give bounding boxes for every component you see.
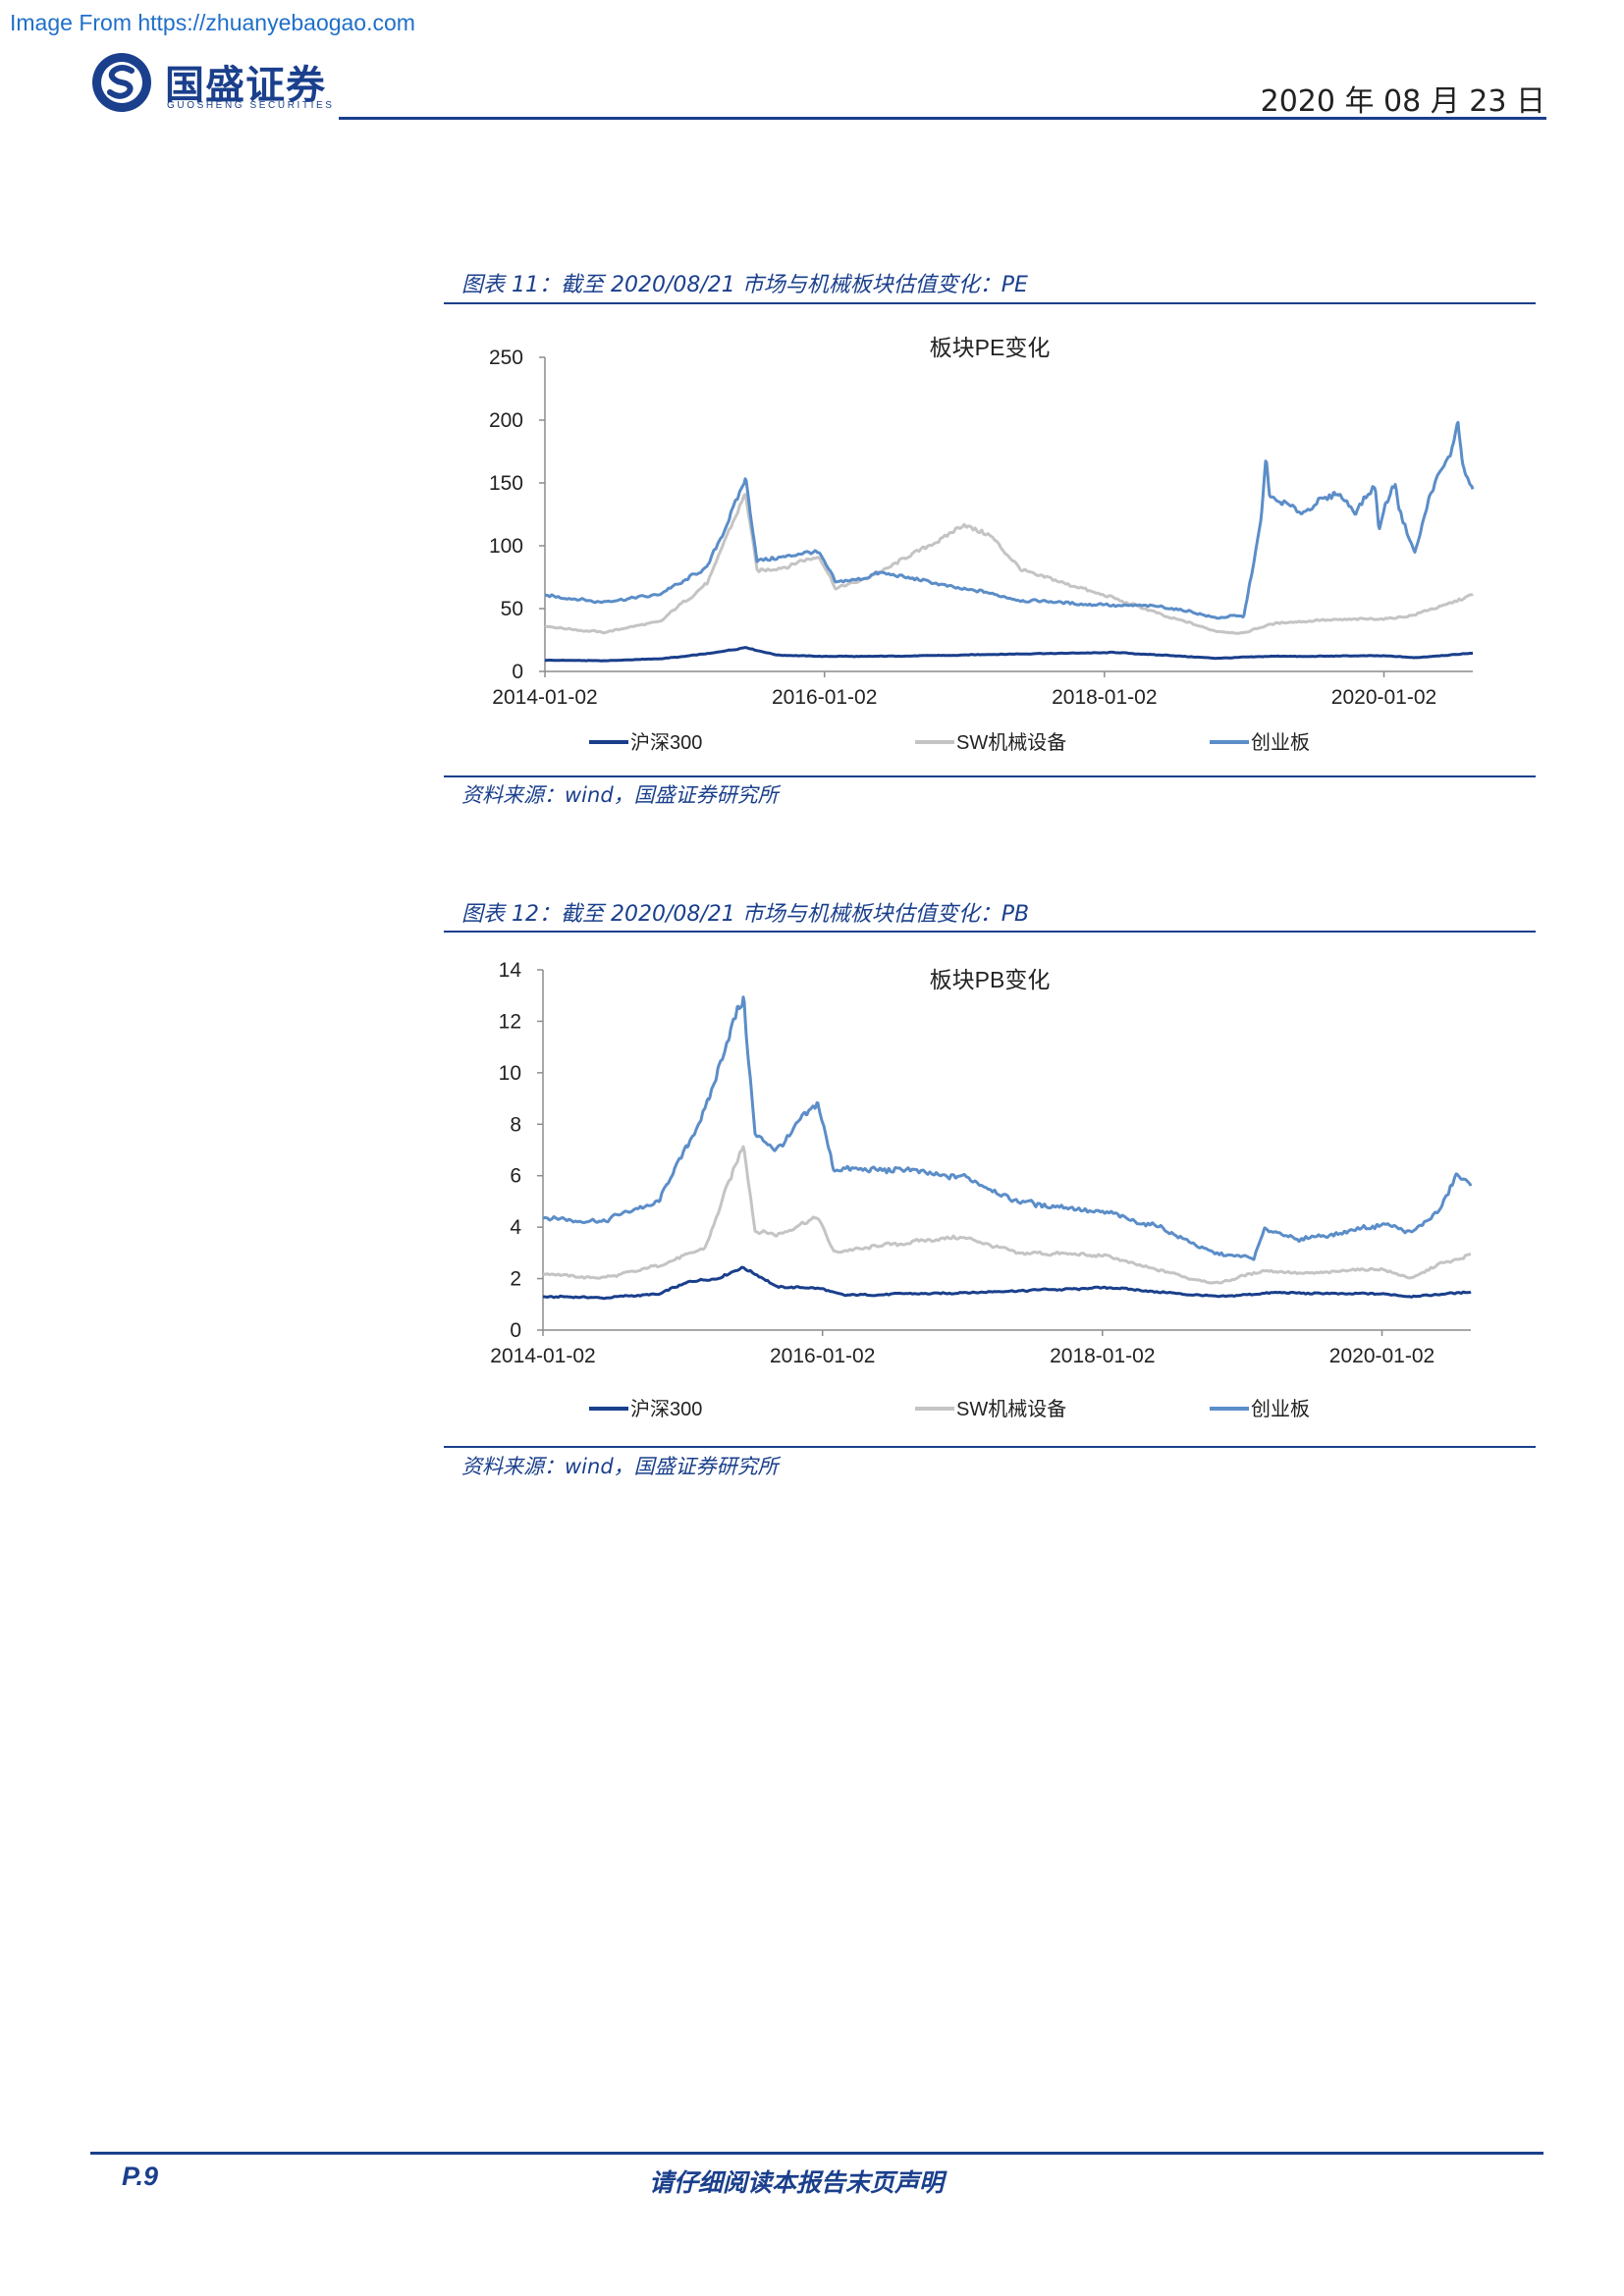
- y-tick-label: 6: [510, 1165, 521, 1188]
- x-tick-label: 2016-01-02: [770, 1345, 875, 1367]
- figure-11-bottom-rule: [444, 775, 1536, 777]
- legend-label: 创业板: [1251, 1398, 1310, 1420]
- y-tick-label: 100: [489, 535, 523, 558]
- y-tick-label: 200: [489, 409, 523, 432]
- y-tick-label: 10: [499, 1062, 521, 1085]
- figure-11-source: 资料来源：wind，国盛证券研究所: [461, 783, 779, 807]
- pb-chart: 0 2 4 6 8 10 12 14 2014-01-02 2016-01-02 2018-01-0…: [490, 959, 1473, 1420]
- figure-12-source: 资料来源：wind，国盛证券研究所: [461, 1455, 779, 1478]
- figure-11-title: 图表 11：截至 2020/08/21 市场与机械板块估值变化：PE: [461, 273, 1028, 297]
- x-tick-label: 2016-01-02: [772, 686, 877, 709]
- x-tick-label: 2014-01-02: [490, 1345, 595, 1367]
- y-tick-label: 150: [489, 472, 523, 495]
- y-tick-label: 4: [510, 1216, 521, 1239]
- figure-12-title: 图表 12：截至 2020/08/21 市场与机械板块估值变化：PB: [461, 902, 1030, 927]
- series-line-1: [544, 646, 1474, 663]
- y-tick-label: 50: [501, 598, 523, 620]
- x-tick-label: 2018-01-02: [1052, 686, 1157, 709]
- x-tick-label: 2020-01-02: [1329, 1345, 1435, 1367]
- pe-chart: 0 50 100 150 200 250 2014-01-02 2016-01-02 2018-…: [489, 335, 1475, 754]
- figure-12-bottom-rule: [444, 1446, 1536, 1448]
- series-line-2: [544, 493, 1474, 635]
- x-tick-label: 2014-01-02: [492, 686, 597, 709]
- legend-label: 沪深300: [630, 731, 702, 754]
- legend-label: SW机械设备: [956, 731, 1066, 754]
- report-date: 2020 年 08 月 23 日: [1260, 84, 1545, 119]
- chart-title: 板块PE变化: [930, 335, 1051, 360]
- logo-name-en: GUOSHENG SECURITIES: [167, 100, 335, 111]
- y-tick-label: 14: [499, 959, 522, 982]
- y-tick-label: 0: [510, 1319, 521, 1342]
- legend-label: SW机械设备: [956, 1398, 1066, 1420]
- legend-label: 创业板: [1251, 731, 1310, 754]
- logo-name-cn: 国盛证券: [165, 63, 326, 108]
- y-tick-label: 250: [489, 347, 523, 369]
- figure-11-top-rule: [444, 302, 1536, 304]
- legend-label: 沪深300: [630, 1398, 702, 1420]
- y-tick-label: 2: [510, 1268, 521, 1291]
- series-line-1: [542, 1265, 1472, 1301]
- figure-12-top-rule: [444, 931, 1536, 933]
- chart-title: 板块PB变化: [930, 967, 1051, 992]
- footer-divider: [90, 2152, 1543, 2155]
- y-tick-label: 0: [512, 661, 523, 683]
- y-tick-label: 8: [510, 1113, 521, 1136]
- source-url-note: Image From https://zhuanyebaogao.com: [10, 10, 415, 35]
- footer-disclaimer: 请仔细阅读本报告末页声明: [649, 2168, 945, 2197]
- logo-emblem-icon: [92, 53, 151, 112]
- x-tick-label: 2020-01-02: [1331, 686, 1436, 709]
- y-tick-label: 12: [499, 1010, 521, 1033]
- series-line-3: [542, 995, 1473, 1261]
- series-line-3: [544, 420, 1475, 620]
- series-line-2: [542, 1145, 1472, 1285]
- company-logo: 国盛证券 GUOSHENG SECURITIES: [90, 51, 463, 120]
- x-tick-label: 2018-01-02: [1050, 1345, 1155, 1367]
- header-divider: [339, 117, 1546, 120]
- page-number: P.9: [122, 2162, 159, 2191]
